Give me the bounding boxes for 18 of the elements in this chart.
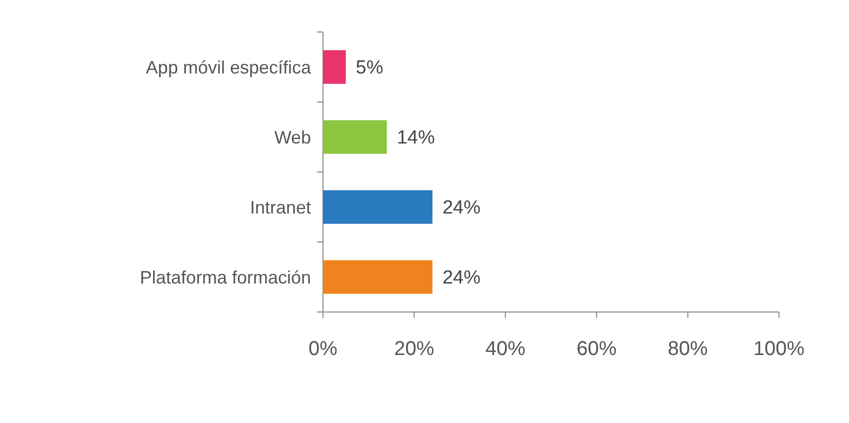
x-tick-label: 40% bbox=[485, 338, 526, 360]
y-tick-label: Intranet bbox=[250, 197, 311, 218]
x-tick-label: 60% bbox=[576, 338, 617, 360]
bar bbox=[323, 120, 387, 154]
data-label: 14% bbox=[396, 128, 435, 149]
data-label: 5% bbox=[356, 58, 384, 79]
y-tick-label: Web bbox=[274, 127, 311, 148]
x-tick-label: 100% bbox=[753, 338, 805, 360]
x-tick-label: 20% bbox=[394, 338, 434, 360]
data-label: 24% bbox=[442, 268, 481, 289]
y-tick-label: Plataforma formación bbox=[140, 267, 311, 288]
y-tick-label: App móvil específica bbox=[146, 57, 312, 78]
bar bbox=[323, 190, 432, 224]
x-tick-label: 0% bbox=[308, 338, 338, 360]
bar bbox=[323, 260, 432, 294]
data-label: 24% bbox=[442, 198, 481, 219]
bar bbox=[323, 50, 346, 84]
x-tick-label: 80% bbox=[668, 338, 708, 360]
